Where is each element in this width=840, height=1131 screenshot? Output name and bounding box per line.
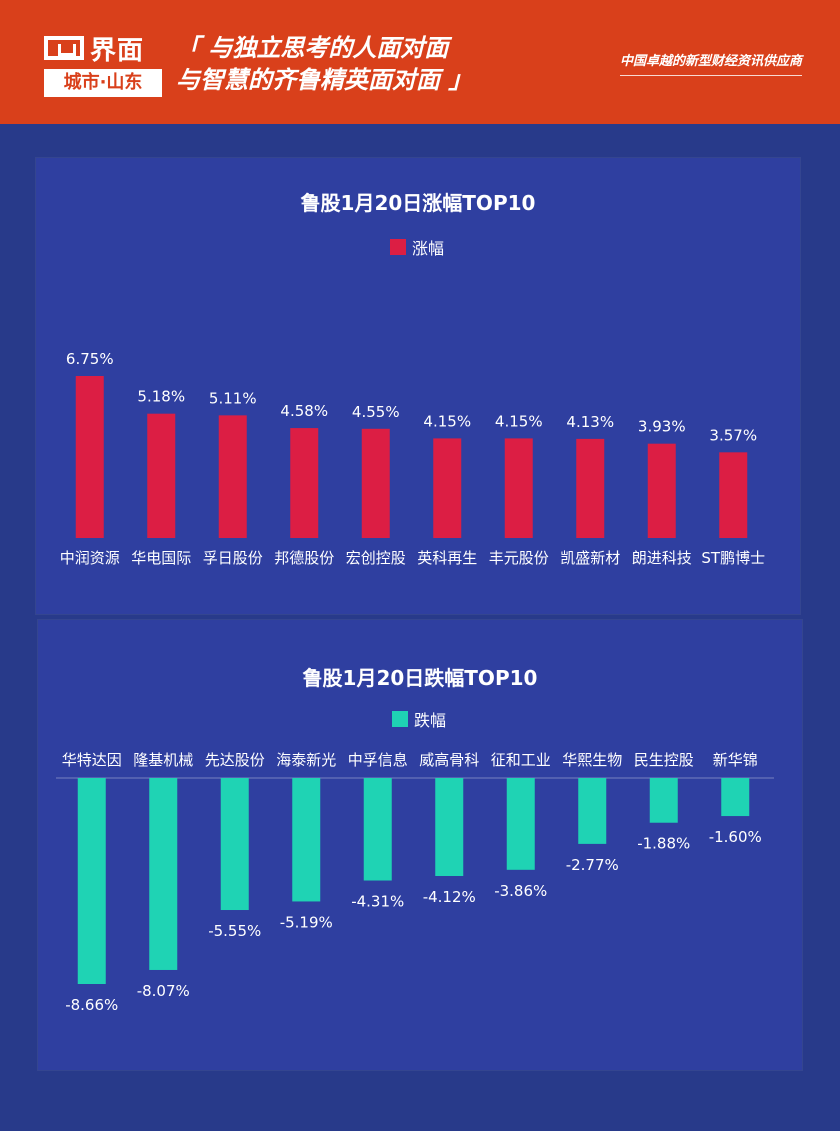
category-label: 隆基机械 xyxy=(133,751,193,769)
loss-chart-panel: 鲁股1月20日跌幅TOP10 跌幅华特达因 -8.66% 隆基机械 -8.07% 先达股份… xyxy=(38,620,802,1070)
chart-title: 鲁股1月20日跌幅TOP10 xyxy=(303,666,538,690)
bar xyxy=(361,428,390,538)
category-label: 邦德股份 xyxy=(274,549,334,567)
slogan-line-1: 「 与独立思考的人面对面 xyxy=(176,34,449,62)
bar xyxy=(506,778,535,870)
bar xyxy=(719,452,748,538)
category-label: 先达股份 xyxy=(205,751,265,769)
data-label: 4.58% xyxy=(280,402,328,420)
bar xyxy=(433,438,462,538)
category-label: 宏创控股 xyxy=(346,549,406,567)
bar xyxy=(77,778,106,984)
category-label: 中孚信息 xyxy=(348,751,408,769)
gain-chart-panel: 鲁股1月20日涨幅TOP10 涨幅 6.75% 中润资源 5.18% 华电国际 5.11% 孚… xyxy=(36,158,800,614)
legend-label: 涨幅 xyxy=(412,239,444,258)
data-label: 4.15% xyxy=(495,412,543,430)
data-label: 3.93% xyxy=(638,418,686,436)
category-label: 朗进科技 xyxy=(632,549,692,567)
data-label: 6.75% xyxy=(66,350,114,368)
bar xyxy=(649,778,678,823)
header-banner: 界面 城市·山东 「 与独立思考的人面对面 与智慧的齐鲁精英面对面 」 中国卓越… xyxy=(0,0,840,124)
data-label: 4.15% xyxy=(423,412,471,430)
bar xyxy=(721,778,750,817)
gain-bar-chart: 鲁股1月20日涨幅TOP10 涨幅 6.75% 中润资源 5.18% 华电国际 5.11% 孚… xyxy=(60,191,765,567)
bar xyxy=(292,778,321,902)
bar xyxy=(290,428,319,538)
category-label: 威高骨科 xyxy=(419,751,479,769)
category-label: 丰元股份 xyxy=(489,549,549,567)
category-label: 征和工业 xyxy=(491,751,551,769)
bar xyxy=(218,415,247,538)
legend-label: 跌幅 xyxy=(414,711,446,730)
data-label: -5.55% xyxy=(208,922,261,940)
tagline: 中国卓越的新型财经资讯供应商 xyxy=(619,50,802,76)
bar xyxy=(75,376,104,538)
bar xyxy=(578,778,607,844)
data-label: -4.31% xyxy=(351,893,404,911)
logo-name: 界面 xyxy=(90,35,145,66)
category-label: 中润资源 xyxy=(60,549,120,567)
data-label: -1.88% xyxy=(637,835,690,853)
category-label: 华熙生物 xyxy=(562,751,622,769)
bar xyxy=(435,778,464,877)
slogan: 「 与独立思考的人面对面 与智慧的齐鲁精英面对面 」 xyxy=(176,32,472,96)
bar xyxy=(147,413,176,538)
category-label: 华特达因 xyxy=(62,751,122,769)
bar xyxy=(576,438,605,538)
data-label: -8.07% xyxy=(137,982,190,1000)
data-label: -4.12% xyxy=(423,888,476,906)
logo-mark-icon xyxy=(44,36,84,60)
category-label: ST鹏博士 xyxy=(701,549,765,567)
bar xyxy=(149,778,178,970)
slogan-line-2: 与智慧的齐鲁精英面对面 」 xyxy=(176,66,473,94)
data-label: 4.13% xyxy=(566,413,614,431)
data-label: 5.11% xyxy=(209,389,257,407)
bar xyxy=(647,443,676,538)
logo-city: 城市·山东 xyxy=(44,69,162,97)
bar xyxy=(363,778,392,881)
category-label: 孚日股份 xyxy=(203,549,263,567)
category-label: 民生控股 xyxy=(634,751,694,769)
data-label: 5.18% xyxy=(137,388,185,406)
chart-title: 鲁股1月20日涨幅TOP10 xyxy=(301,191,536,215)
bar xyxy=(504,438,533,538)
data-label: -2.77% xyxy=(566,856,619,874)
data-label: -8.66% xyxy=(65,996,118,1014)
category-label: 凯盛新材 xyxy=(560,549,620,567)
category-label: 海泰新光 xyxy=(276,751,336,769)
category-label: 英科再生 xyxy=(417,549,477,567)
bar xyxy=(220,778,249,911)
data-label: 3.57% xyxy=(709,426,757,444)
data-label: -5.19% xyxy=(280,913,333,931)
category-label: 华电国际 xyxy=(131,549,191,567)
data-label: -3.86% xyxy=(494,882,547,900)
data-label: 4.55% xyxy=(352,403,400,421)
legend-swatch xyxy=(392,711,408,727)
category-label: 新华锦 xyxy=(713,751,758,769)
data-label: -1.60% xyxy=(709,828,762,846)
legend-swatch xyxy=(390,239,406,255)
jiemian-logo: 界面 城市·山东 xyxy=(44,30,162,98)
